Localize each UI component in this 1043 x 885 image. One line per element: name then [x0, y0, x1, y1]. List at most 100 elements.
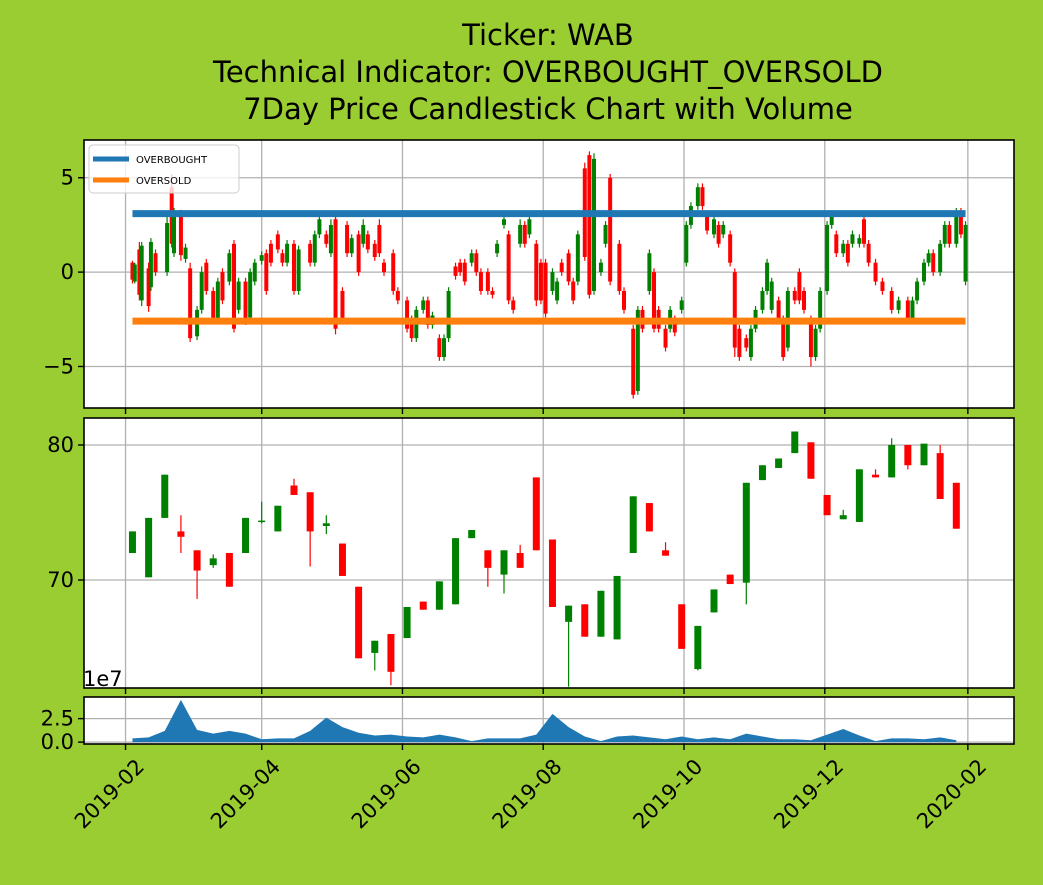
candle-body — [922, 262, 926, 282]
candle-body — [437, 338, 442, 358]
candle-body — [227, 253, 232, 282]
candle-body — [705, 215, 710, 231]
candle-body — [452, 538, 460, 605]
candle-body — [931, 253, 936, 273]
candle-body — [128, 531, 136, 553]
candle-body — [215, 281, 220, 320]
candle-body — [328, 224, 333, 254]
candle-body — [678, 604, 686, 649]
candle-body — [209, 558, 217, 566]
candle-body — [204, 262, 209, 291]
candle-body — [845, 243, 850, 263]
candle-body — [737, 328, 742, 358]
candle-body — [153, 253, 158, 273]
candle-body — [478, 272, 483, 291]
candle-body — [694, 625, 702, 670]
candle-body — [732, 272, 737, 348]
volume-area — [132, 699, 957, 743]
plot-layer: 5 0 −5 80 70 2.50.0 OVERBOUGHT OVERSOLD 2019-02 2… — [41, 139, 1015, 833]
candle-body — [775, 458, 783, 468]
candle-body — [543, 262, 548, 314]
candle-body — [808, 319, 813, 358]
chart-title-line-3: 7Day Price Candlestick Chart with Volume — [243, 92, 853, 126]
candle-body — [421, 300, 426, 310]
candle-body — [338, 543, 346, 576]
candle-body — [915, 281, 920, 301]
candle-body — [684, 224, 689, 263]
candle-body — [177, 531, 185, 537]
candle-body — [758, 465, 766, 481]
candle-body — [866, 243, 871, 263]
candle-body — [365, 234, 370, 250]
candle-body — [631, 328, 636, 395]
candle-body — [371, 640, 379, 653]
candle-body — [285, 243, 290, 263]
candle-body — [274, 505, 282, 532]
legend-label: OVERBOUGHT — [136, 155, 208, 166]
candle-body — [258, 520, 266, 523]
candle-body — [395, 290, 400, 301]
candle-body — [139, 245, 144, 301]
candle-body — [148, 241, 153, 288]
candle-body — [211, 290, 216, 320]
x-tick-label: 2019-08 — [488, 754, 567, 833]
candle-body — [188, 268, 193, 339]
candle-body — [910, 300, 915, 320]
panel-frame-1 — [83, 417, 1015, 689]
candle-body — [889, 290, 894, 310]
candle-body — [409, 319, 414, 339]
legend-label: OVERSOLD — [136, 176, 192, 187]
candle-body — [485, 272, 490, 291]
candle-body — [511, 300, 516, 310]
x-tick-label: 2019-04 — [206, 754, 285, 833]
x-tick-label: 2020-02 — [912, 754, 991, 833]
candle-body — [555, 281, 560, 301]
candle-body — [597, 590, 605, 637]
candle-body — [446, 290, 451, 339]
candle-body — [726, 574, 734, 585]
candle-body — [947, 224, 952, 244]
candle-body — [172, 213, 176, 254]
candle-body — [663, 328, 668, 348]
candle-body — [387, 634, 395, 672]
candle-body — [516, 553, 524, 568]
candle-body — [361, 224, 366, 244]
candle-body — [500, 550, 508, 575]
candle-body — [248, 272, 253, 318]
candle-body — [938, 243, 943, 273]
candle-body — [268, 243, 273, 263]
candle-body — [744, 338, 749, 348]
candle-body — [306, 492, 314, 532]
candle-body — [792, 290, 797, 301]
candle-body — [963, 224, 968, 282]
candle-body — [419, 601, 427, 610]
candle-body — [629, 496, 637, 553]
candle-body — [905, 300, 910, 320]
candle-body — [199, 272, 204, 310]
candle-body — [382, 262, 386, 273]
candle-body — [377, 224, 382, 254]
candle-body — [405, 300, 410, 329]
candle-body — [613, 575, 621, 640]
candle-body — [324, 234, 329, 244]
candle-body — [896, 300, 901, 310]
y-tick-label: 70 — [47, 568, 74, 592]
candle-body — [308, 243, 313, 263]
candle-body — [662, 550, 670, 556]
candle-body — [403, 607, 411, 639]
candle-body — [165, 223, 170, 273]
candle-body — [781, 319, 786, 358]
candle-body — [622, 290, 626, 310]
candle-body — [469, 253, 474, 263]
candle-body — [920, 443, 928, 466]
candle-body — [161, 474, 169, 518]
candle-body — [857, 238, 862, 244]
candle-body — [904, 445, 912, 466]
candle-body — [534, 243, 539, 301]
candle-body — [453, 266, 458, 276]
candle-body — [797, 272, 802, 301]
candle-body — [710, 589, 718, 613]
candle-body — [695, 187, 700, 207]
panel-frame-2 — [83, 696, 1015, 745]
candle-body — [355, 586, 363, 659]
